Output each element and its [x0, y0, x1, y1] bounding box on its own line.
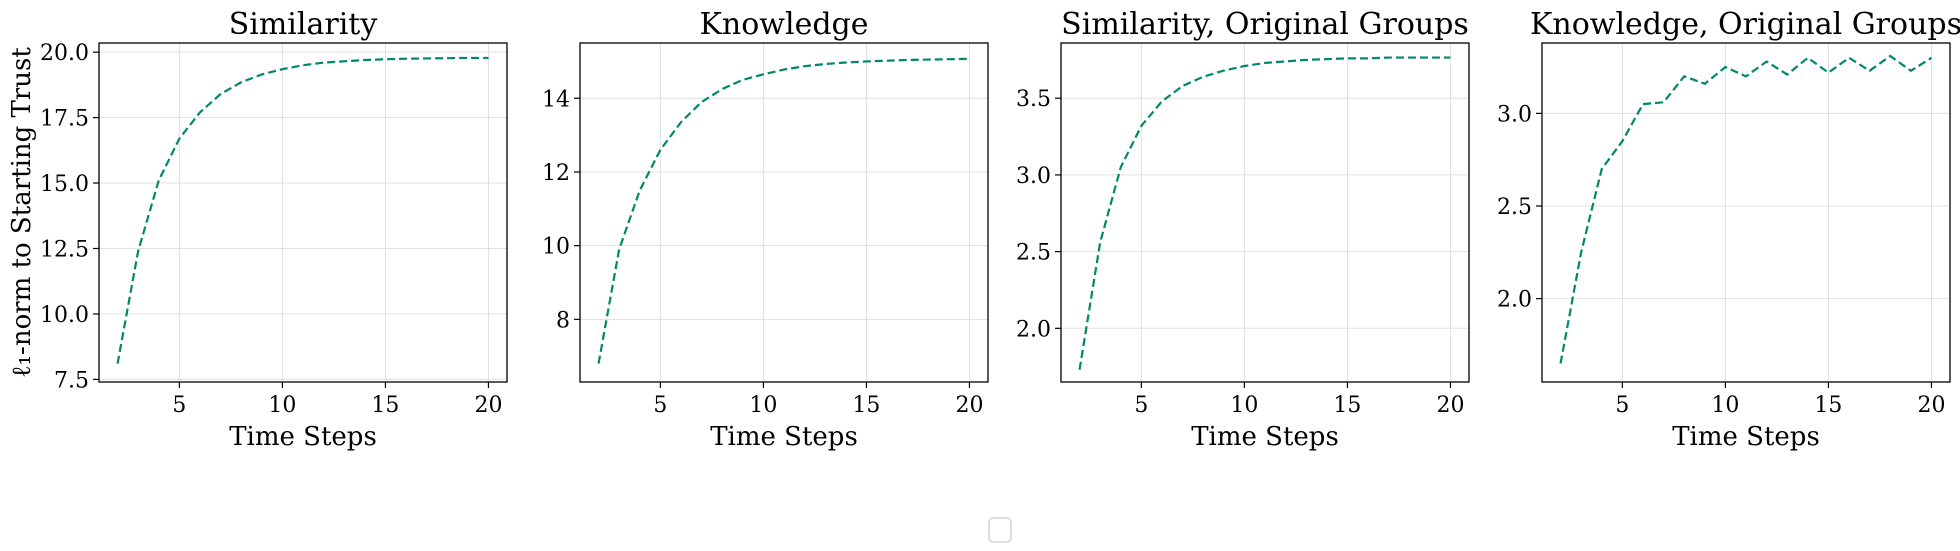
- panel-2-ytick-label-1: 10: [542, 235, 570, 260]
- panel-2-xtick-label-2: 15: [852, 393, 880, 418]
- panel-4-xlabel: Time Steps: [1672, 422, 1820, 452]
- panel-4-xtick-label-3: 20: [1917, 393, 1945, 418]
- panel-2-xtick-label-1: 10: [749, 393, 777, 418]
- panel-1-xlabel: Time Steps: [229, 422, 377, 452]
- panel-1-xtick-label-1: 10: [268, 393, 296, 418]
- panel-1-ytick-label-3: 15.0: [40, 172, 89, 197]
- panel-2-title: Knowledge: [700, 7, 869, 42]
- panel-3-ytick-label-0: 2.0: [1016, 317, 1051, 342]
- panel-4-xtick-label-0: 5: [1615, 393, 1629, 418]
- panel-1-title: Similarity: [229, 7, 378, 42]
- panel-2-ytick-label-3: 14: [542, 87, 570, 112]
- panel-2-ytick-label-0: 8: [556, 308, 570, 333]
- panel-4-xtick-label-1: 10: [1711, 393, 1739, 418]
- panel-1-ytick-label-2: 12.5: [40, 237, 89, 262]
- panel-3-xtick-label-3: 20: [1436, 393, 1464, 418]
- panel-4-series-0-line: [1559, 54, 1933, 364]
- panel-3-ytick-label-3: 3.5: [1016, 87, 1051, 112]
- panel-4-ytick-label-0: 2.0: [1497, 288, 1532, 313]
- panel-2-frame: [579, 42, 989, 383]
- panel-3-xtick-label-0: 5: [1134, 393, 1148, 418]
- panel-4-ytick-label-1: 2.5: [1497, 195, 1532, 220]
- panel-3-series-0-line: [1078, 56, 1451, 370]
- panel-3-title: Similarity, Original Groups: [1061, 7, 1469, 42]
- panel-3-xtick-label-1: 10: [1230, 393, 1258, 418]
- panel-1-ytick-label-1: 10.0: [40, 303, 89, 328]
- panel-2-ytick-label-2: 12: [542, 161, 570, 186]
- panel-1-ytick-label-5: 20.0: [40, 41, 89, 66]
- panel-4-xtick-label-2: 15: [1814, 393, 1842, 418]
- legend-box: [988, 517, 1012, 543]
- panel-4-ytick-label-2: 3.0: [1497, 102, 1532, 127]
- panel-2-xlabel: Time Steps: [710, 422, 858, 452]
- panel-1-ylabel: ℓ₁-norm to Starting Trust: [7, 47, 37, 378]
- panel-1-series-0-line: [116, 56, 489, 364]
- panel-3-frame: [1060, 42, 1470, 383]
- panel-3-ytick-label-2: 3.0: [1016, 164, 1051, 189]
- panel-3-xlabel: Time Steps: [1191, 422, 1339, 452]
- panel-4-title: Knowledge, Original Groups: [1530, 7, 1960, 42]
- panel-1-xtick-label-3: 20: [474, 393, 502, 418]
- panel-4-frame: [1541, 42, 1951, 383]
- panel-2-xtick-label-3: 20: [955, 393, 983, 418]
- panel-2-series-0-line: [597, 57, 970, 364]
- panel-1-frame: [98, 42, 508, 383]
- panel-3-ytick-label-1: 2.5: [1016, 241, 1051, 266]
- panel-3-xtick-label-2: 15: [1333, 393, 1361, 418]
- panel-2-xtick-label-0: 5: [653, 393, 667, 418]
- panel-1-xtick-label-0: 5: [172, 393, 186, 418]
- panel-1-xtick-label-2: 15: [371, 393, 399, 418]
- panel-1-ytick-label-0: 7.5: [54, 368, 89, 393]
- panel-1-ytick-label-4: 17.5: [40, 107, 89, 132]
